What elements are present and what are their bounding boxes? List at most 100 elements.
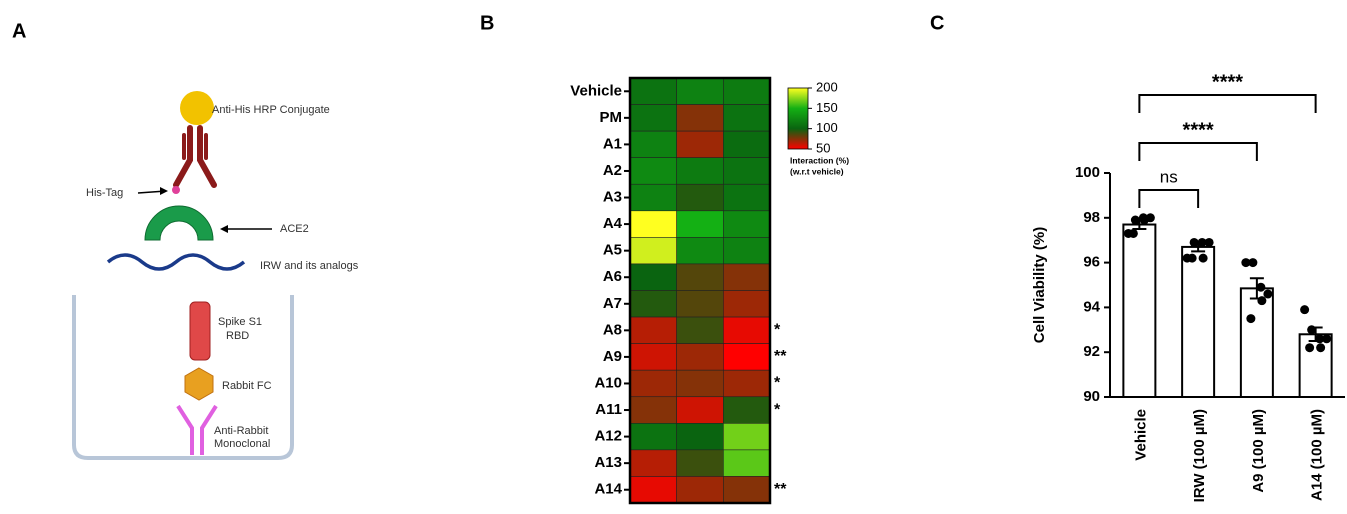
significance: * (774, 375, 781, 392)
heat-cell (629, 157, 677, 185)
panel-label: A (12, 20, 26, 42)
spike (189, 301, 211, 361)
bar (1122, 223, 1157, 398)
rabbit-fc (184, 367, 214, 401)
heat-cell (629, 77, 677, 105)
heat-cell (723, 290, 771, 318)
label: IRW and its analogs (260, 260, 359, 272)
x-tick-label: Vehicle (1132, 409, 1149, 461)
heatmap-frame (628, 76, 772, 505)
data-point (1128, 228, 1138, 238)
bar (1181, 245, 1216, 398)
anti-rabbit (176, 404, 218, 455)
data-point (1204, 237, 1214, 247)
label: Spike S1 (218, 316, 262, 328)
hrp (180, 91, 214, 125)
data-point (1315, 334, 1325, 344)
heat-cell (676, 237, 724, 265)
data-point (1130, 215, 1140, 225)
row-label: A10 (594, 374, 622, 391)
row-label: A4 (603, 215, 623, 232)
data-point (1300, 305, 1310, 315)
heat-cell (676, 104, 724, 132)
colorbar-tick-label: 150 (816, 100, 838, 115)
data-point (1257, 296, 1267, 306)
heat-cell (676, 263, 724, 291)
label: Anti-Rabbit (214, 425, 268, 437)
data-point (1197, 237, 1207, 247)
heat-cell (723, 130, 771, 158)
row-label: A11 (595, 401, 622, 418)
row-label: PM (600, 109, 623, 126)
y-tick-label: 98 (1083, 209, 1100, 226)
heat-cell (629, 396, 677, 424)
bar (1298, 333, 1333, 398)
row-label: A9 (603, 348, 622, 365)
heat-cell (676, 396, 724, 424)
data-point (1246, 314, 1256, 324)
y-tick-label: 94 (1083, 298, 1100, 315)
heat-cell (723, 104, 771, 132)
heat-cell (676, 316, 724, 344)
heat-cell (676, 130, 724, 158)
heat-cell (629, 210, 677, 238)
data-point (1316, 343, 1326, 353)
data-point (1189, 237, 1199, 247)
heat-cell (629, 423, 677, 451)
heat-cell (676, 290, 724, 318)
heat-cell (676, 183, 724, 212)
heat-cell (629, 316, 677, 344)
heat-cell (676, 476, 724, 504)
row-label: Vehicle (570, 82, 622, 99)
peptide (106, 253, 246, 271)
colorbar-tick-label: 200 (816, 79, 838, 94)
heat-cell (723, 343, 771, 371)
heat-cell (629, 369, 677, 398)
label: Monoclonal (214, 438, 270, 450)
row-label: A2 (603, 162, 622, 179)
assay-diagram: Anti-His HRP Conjugate His-Tag ACE2 IRW … (72, 91, 359, 460)
significance: **** (1183, 119, 1214, 141)
heat-cell (676, 369, 724, 398)
x-tick-label: IRW (100 µM) (1191, 409, 1208, 502)
data-point (1322, 334, 1332, 344)
significance: ns (1160, 167, 1178, 186)
y-tick-label: 100 (1075, 164, 1100, 181)
heat-cell (629, 104, 677, 132)
label: Rabbit FC (222, 380, 272, 392)
heat-cell (676, 423, 724, 451)
heat-cell (629, 476, 677, 504)
row-label: A7 (603, 295, 622, 312)
heat-cell (723, 316, 771, 344)
heat-cell (629, 290, 677, 318)
heat-cell (629, 263, 677, 291)
row-label: A5 (603, 242, 622, 259)
colorbar-label: Interaction (%) (790, 155, 849, 165)
heat-cell (723, 449, 771, 477)
heat-cell (723, 423, 771, 451)
heat-cell (723, 157, 771, 185)
antibody (173, 125, 217, 188)
significance: * (774, 322, 781, 339)
colorbar-label: (w.r.t vehicle) (790, 166, 844, 176)
data-point (1305, 343, 1315, 353)
heat-cell (629, 237, 677, 265)
panel-label: B (480, 12, 494, 34)
x-tick-label: A14 (100 µM) (1309, 409, 1326, 501)
data-point (1241, 258, 1251, 268)
heat-cell (676, 157, 724, 185)
heat-cell (629, 449, 677, 477)
bracket (1138, 94, 1317, 113)
data-point (1187, 253, 1197, 263)
heat-cell (723, 183, 771, 212)
colorbar-tick-label: 100 (816, 120, 838, 135)
heat-cell (723, 263, 771, 291)
significance: * (774, 401, 781, 418)
his-tag (172, 186, 180, 194)
arrow-head (220, 225, 228, 233)
x-tick-label: A9 (100 µM) (1250, 409, 1267, 493)
row-label: A13 (594, 454, 622, 471)
heat-cell (723, 237, 771, 265)
